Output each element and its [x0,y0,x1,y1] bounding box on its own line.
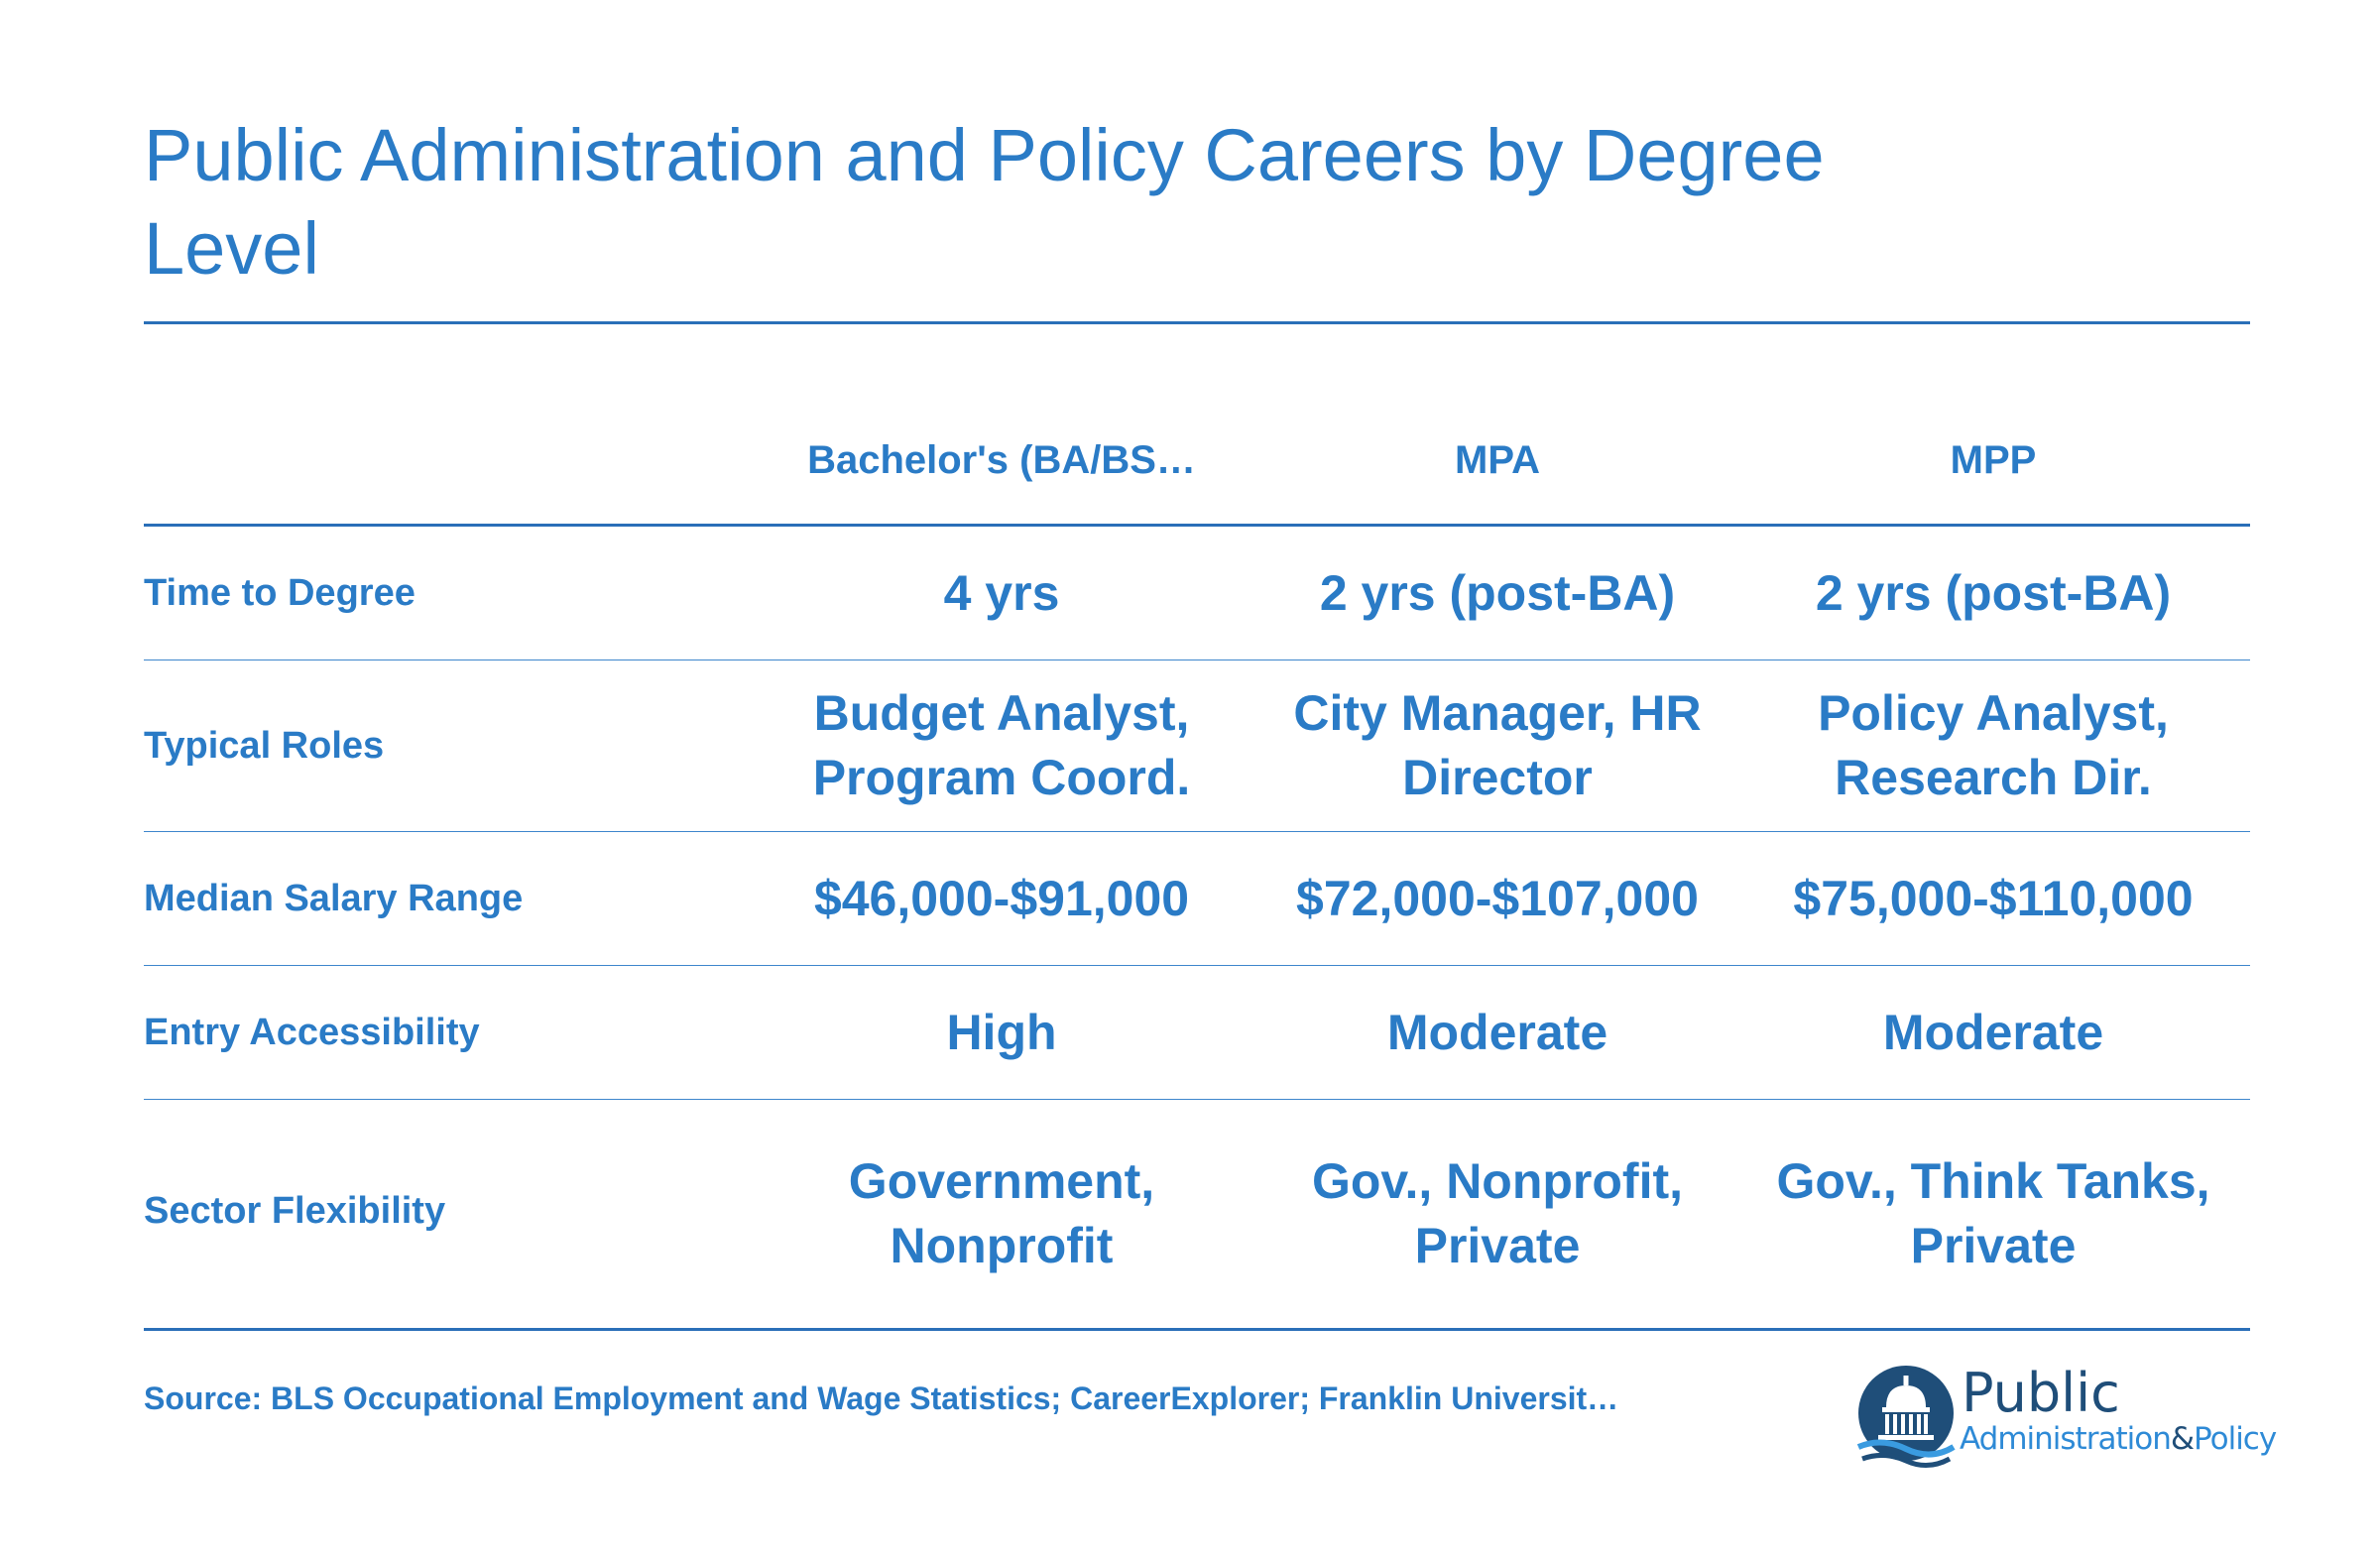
table-cell: Moderate [1882,1004,2104,1060]
table-cell: City Manager, HR Director [1293,685,1702,805]
table-row: Typical Roles Budget Analyst, Program Co… [144,660,2250,832]
table-row: Median Salary Range $46,000-$91,000 $72,… [144,832,2250,966]
table-cell: High [946,1004,1057,1060]
table-cell: 4 yrs [943,564,1060,621]
source-note: Source: BLS Occupational Employment and … [144,1380,1619,1416]
table-cell: Gov., Think Tanks, Private [1776,1153,2210,1273]
logo-wordmark-public: Public [1962,1362,2120,1424]
row-label: Median Salary Range [144,877,524,919]
row-label: Sector Flexibility [144,1189,446,1232]
table-cell: Budget Analyst, Program Coord. [812,685,1191,805]
logo-word-administration: Administration [1960,1421,2172,1457]
capitol-dome-icon [1856,1366,1956,1468]
table-cell: Gov., Nonprofit, Private [1311,1153,1684,1273]
column-header-mpp: MPP [1950,437,2037,482]
column-header-bachelors: Bachelor's (BA/BS… [807,437,1196,482]
logo-ampersand: & [2170,1421,2195,1457]
table-cell: $46,000-$91,000 [813,870,1190,926]
table-cell: 2 yrs (post-BA) [1815,564,2172,621]
row-label: Time to Degree [144,571,416,614]
comparison-table: Bachelor's (BA/BS… MPA MPP Time to Degre… [144,397,2250,1331]
logo-word-policy: Policy [2194,1421,2277,1457]
table-cell: $75,000-$110,000 [1793,870,2194,926]
title-divider [144,321,2250,324]
page-title: Public Administration and Policy Careers… [144,114,1825,290]
table-row: Time to Degree 4 yrs 2 yrs (post-BA) 2 y… [144,527,2250,660]
row-label: Typical Roles [144,724,385,767]
column-header-mpa: MPA [1455,437,1540,482]
table-cell: Moderate [1386,1004,1608,1060]
table-header-row: Bachelor's (BA/BS… MPA MPP [144,397,2250,527]
table-cell: Government, Nonprofit [848,1153,1155,1273]
table-row: Entry Accessibility High Moderate Modera… [144,966,2250,1100]
brand-logo: Public Administration&Policy [1856,1362,2277,1473]
table-row: Sector Flexibility Government, Nonprofit… [144,1100,2250,1331]
table-cell: 2 yrs (post-BA) [1319,564,1676,621]
row-label: Entry Accessibility [144,1011,480,1053]
table-cell: $72,000-$107,000 [1296,870,1699,926]
table-cell: Policy Analyst, Research Dir. [1818,685,2169,805]
logo-wordmark-subtitle: Administration&Policy [1960,1421,2277,1457]
